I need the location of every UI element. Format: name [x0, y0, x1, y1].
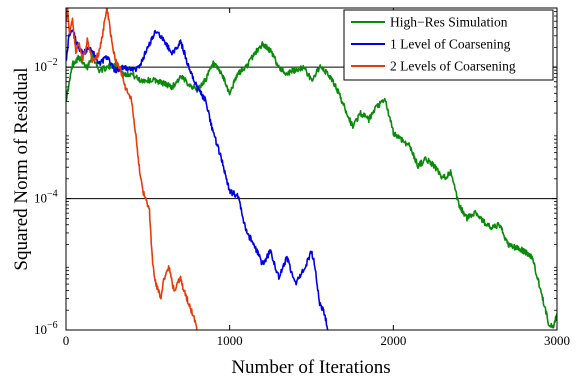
series-line-0	[66, 41, 557, 329]
y-tick-label-0: 10−6	[34, 320, 58, 337]
y-tick-label-1: 10−4	[34, 189, 58, 206]
x-tick-label-1: 1000	[217, 333, 243, 348]
x-axis-label: Number of Iterations	[231, 357, 390, 378]
legend-label-1: 1 Level of Coarsening	[390, 37, 511, 52]
legend: High−Res Simulation 1 Level of Coarsenin…	[343, 9, 554, 81]
x-tick-label-3: 3000	[544, 333, 570, 348]
series-line-2	[66, 8, 198, 330]
plot-frame	[65, 7, 558, 331]
series-layer	[66, 8, 557, 330]
x-tick-label-0: 0	[63, 333, 70, 348]
legend-label-2: 2 Levels of Coarsening	[390, 59, 516, 74]
series-line-1	[66, 29, 329, 330]
legend-label-0: High−Res Simulation	[390, 15, 508, 30]
y-axis-label: Squared Norm of Residual	[11, 67, 32, 270]
x-tick-label-2: 2000	[380, 333, 406, 348]
y-tick-label-2: 10−2	[34, 57, 58, 74]
